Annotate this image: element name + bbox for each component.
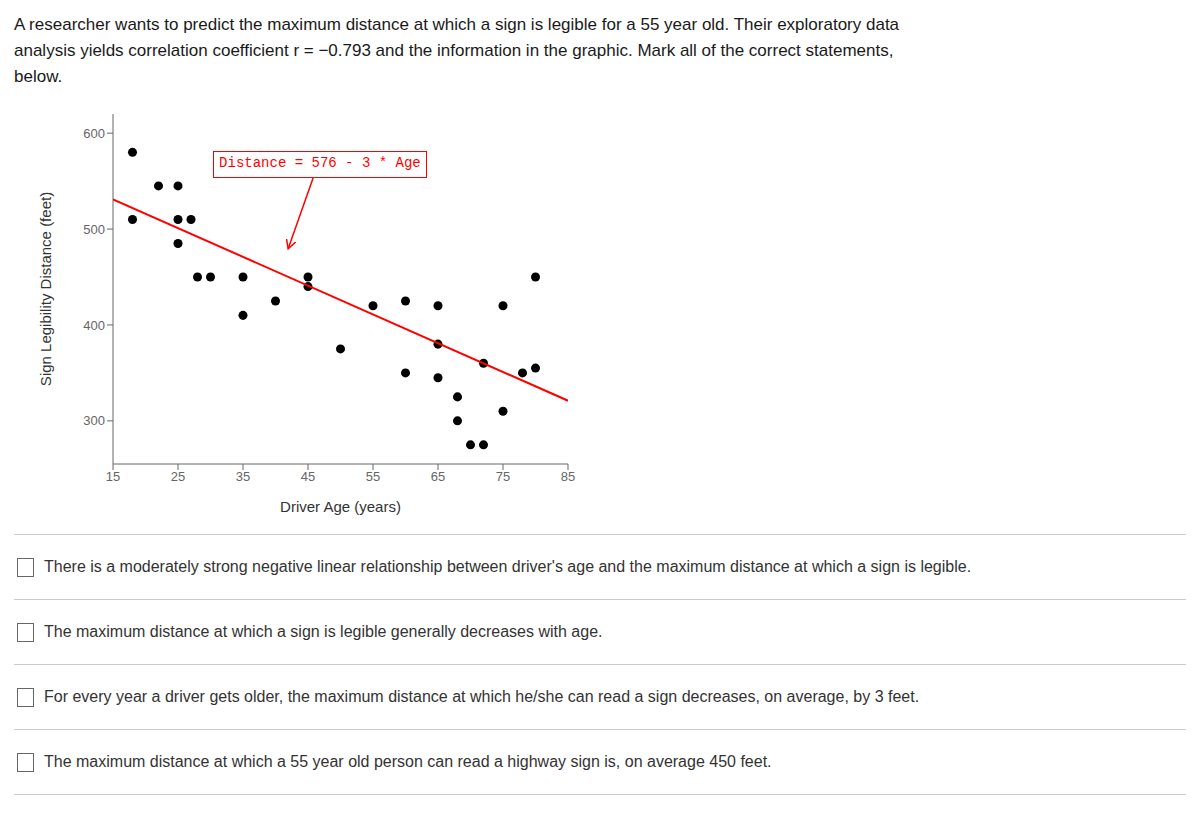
html-text:For every year a driver gets o: For every year a driver gets older, the … [44,688,920,705]
svg-text:Driver Age (years): Driver Age (years) [280,498,401,515]
svg-text:55: 55 [366,469,380,484]
svg-text:25: 25 [171,469,185,484]
svg-text:600: 600 [83,126,105,141]
svg-text:Sign Legibility Distance (feet: Sign Legibility Distance (feet) [37,192,54,386]
svg-text:45: 45 [301,469,315,484]
html-text:The maximum distance at which: The maximum distance at which a sign is … [44,623,603,640]
html-text:The maximum distance at which: The maximum distance at which a 55 year … [44,753,772,770]
html-text:below.: below. [14,67,63,86]
svg-text:500: 500 [83,222,105,237]
svg-text:300: 300 [83,413,105,428]
svg-text:65: 65 [431,469,445,484]
svg-text:85: 85 [561,469,575,484]
svg-text:75: 75 [496,469,510,484]
svg-text:15: 15 [106,469,120,484]
html-text:Distance = 576 - 3 * Age: Distance = 576 - 3 * Age [219,155,421,171]
html-text:analysis yields correlation co: analysis yields correlation coefficient … [14,41,894,60]
html-text:There is a moderately strong n: There is a moderately strong negative li… [44,558,972,575]
svg-text:35: 35 [236,469,250,484]
html-text:A researcher wants to predict: A researcher wants to predict the maximu… [14,15,900,34]
svg-text:400: 400 [83,318,105,333]
